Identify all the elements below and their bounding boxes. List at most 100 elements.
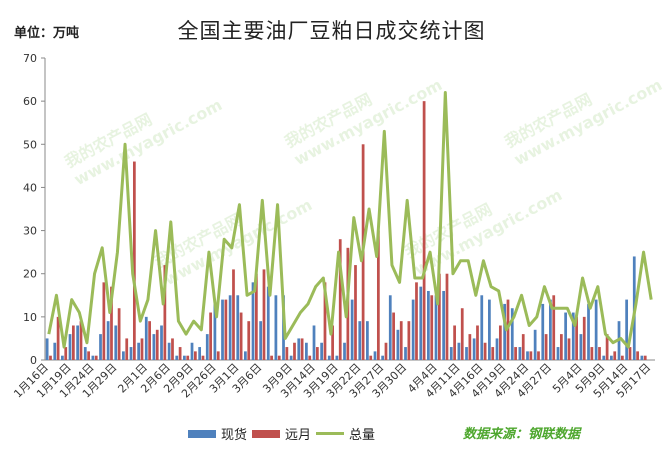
- bar-spot: [602, 355, 606, 360]
- bar-forward: [201, 355, 205, 360]
- bar-forward: [590, 347, 594, 360]
- bar-spot: [549, 299, 552, 360]
- bar-spot: [625, 299, 629, 360]
- legend-total-swatch: [316, 432, 344, 435]
- bar-spot: [53, 342, 57, 360]
- bar-spot: [167, 342, 171, 360]
- bar-forward: [308, 355, 312, 360]
- bar-spot: [198, 347, 202, 360]
- bar-spot: [327, 355, 331, 360]
- bar-forward: [407, 321, 411, 360]
- bar-spot: [457, 342, 461, 360]
- y-tick-label: 20: [23, 268, 37, 281]
- bar-forward: [163, 265, 167, 360]
- bar-forward: [567, 338, 571, 360]
- bar-spot: [564, 312, 568, 360]
- bar-spot: [587, 303, 590, 360]
- bar-forward: [636, 351, 639, 360]
- bar-spot: [503, 303, 507, 360]
- bar-spot: [236, 295, 240, 360]
- bar-spot: [91, 355, 95, 360]
- y-tick-label: 50: [23, 138, 37, 151]
- bar-forward: [384, 342, 388, 360]
- bar-forward: [537, 351, 540, 360]
- bar-forward: [102, 282, 106, 360]
- bar-forward: [415, 282, 418, 360]
- chart-title: 全国主要油厂豆粕日成交统计图: [177, 19, 486, 43]
- bar-forward: [110, 286, 113, 360]
- bar-spot: [266, 286, 270, 360]
- bar-spot: [175, 355, 179, 360]
- bar-spot: [68, 334, 72, 360]
- bar-forward: [483, 342, 487, 360]
- bar-forward: [552, 295, 556, 360]
- bar-forward: [323, 282, 327, 360]
- bar-spot: [45, 338, 49, 360]
- bar-spot: [213, 303, 217, 360]
- bar-forward: [476, 325, 479, 360]
- bar-spot: [114, 325, 118, 360]
- bar-forward: [293, 342, 296, 360]
- bar-forward: [232, 269, 235, 360]
- bar-spot: [251, 282, 255, 360]
- bar-forward: [575, 316, 578, 360]
- bar-spot: [144, 316, 148, 360]
- bar-spot: [533, 329, 537, 360]
- bar-forward: [300, 338, 304, 360]
- bar-forward: [140, 338, 144, 360]
- legend-spot-label: 现货: [221, 428, 248, 443]
- bar-spot: [205, 334, 209, 360]
- bar-spot: [518, 347, 522, 360]
- bar-spot: [160, 325, 163, 360]
- bar-forward: [262, 269, 266, 360]
- bar-spot: [556, 347, 560, 360]
- bar-forward: [598, 347, 601, 360]
- bar-spot: [259, 321, 263, 360]
- bar-forward: [498, 325, 502, 360]
- bar-forward: [514, 347, 517, 360]
- bar-spot: [526, 351, 529, 360]
- bar-spot: [221, 299, 224, 360]
- bar-forward: [620, 355, 624, 360]
- bar-forward: [71, 325, 75, 360]
- bar-forward: [399, 321, 403, 360]
- bar-spot: [366, 321, 369, 360]
- bar-forward: [613, 351, 617, 360]
- bar-spot: [472, 338, 476, 360]
- bar-spot: [320, 342, 324, 360]
- bar-spot: [106, 321, 110, 360]
- bar-forward: [56, 316, 60, 360]
- bar-forward: [605, 334, 609, 360]
- bar-spot: [434, 295, 438, 360]
- bar-forward: [254, 273, 258, 360]
- bar-spot: [480, 295, 484, 360]
- legend-forward-label: 远月: [285, 428, 312, 443]
- bar-forward: [155, 329, 159, 360]
- y-tick-label: 40: [23, 181, 37, 194]
- bar-forward: [559, 334, 563, 360]
- bar-spot: [312, 325, 316, 360]
- bar-spot: [495, 338, 499, 360]
- bar-spot: [190, 342, 194, 360]
- y-tick-label: 60: [23, 95, 37, 108]
- bar-forward: [247, 321, 251, 360]
- bar-forward: [178, 347, 182, 360]
- y-tick-label: 10: [23, 311, 37, 324]
- bar-spot: [350, 299, 354, 360]
- bar-spot: [83, 347, 87, 360]
- line-total: [47, 91, 653, 349]
- legend-forward-swatch: [252, 429, 280, 438]
- y-tick-label: 0: [30, 354, 37, 367]
- bar-forward: [437, 273, 441, 360]
- bar-forward: [277, 355, 281, 360]
- bar-forward: [643, 355, 647, 360]
- bar-spot: [396, 329, 400, 360]
- bar-spot: [427, 290, 430, 360]
- bar-forward: [117, 308, 121, 360]
- bar-spot: [571, 312, 575, 360]
- y-tick-label: 30: [23, 225, 37, 238]
- bar-spot: [99, 334, 102, 360]
- bar-spot: [610, 355, 613, 360]
- legend-total-label: 总量: [349, 428, 376, 443]
